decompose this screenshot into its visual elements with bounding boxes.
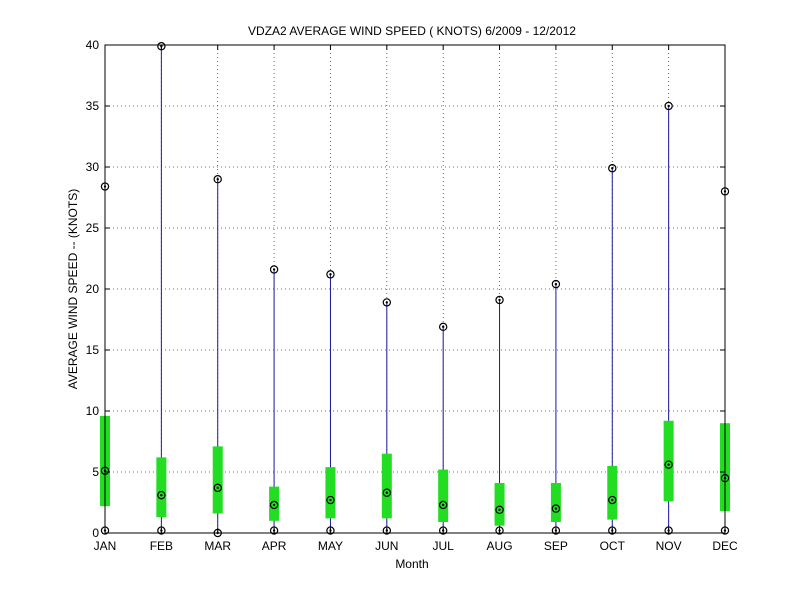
max-marker-dot — [385, 301, 389, 304]
box-aug — [494, 295, 505, 535]
x-tick-label: APR — [262, 539, 287, 553]
min-marker — [438, 526, 448, 535]
box-apr — [269, 265, 280, 535]
iqr-box — [381, 453, 392, 519]
min-marker — [269, 526, 279, 535]
median-marker-dot — [272, 503, 276, 507]
median-marker — [438, 500, 448, 510]
median-marker-dot — [441, 503, 445, 507]
max-marker-dot — [498, 298, 501, 302]
box-may — [325, 270, 336, 535]
y-axis-label: AVERAGE WIND SPEED -- (KNOTS) — [66, 189, 80, 389]
max-marker-dot — [554, 282, 558, 286]
chart-title: VDZA2 AVERAGE WIND SPEED ( KNOTS) 6/2009… — [248, 24, 576, 38]
max-marker-dot — [667, 104, 670, 108]
box-nov — [663, 101, 674, 535]
y-tick-label: 0 — [92, 526, 99, 540]
ticks: 0 5 10 15 20 25 30 35 40 JAN FEB MAR APR MAY JUN JUL AUG… — [86, 38, 738, 553]
median-marker-dot — [329, 498, 332, 502]
x-tick-label: MAR — [204, 539, 231, 553]
x-tick-label: AUG — [487, 539, 513, 553]
iqr-box — [156, 457, 167, 518]
median-marker-dot — [611, 498, 614, 502]
y-tick-label: 15 — [86, 343, 100, 357]
iqr-box — [550, 482, 561, 523]
median-marker-dot — [667, 463, 670, 466]
y-tick-label: 30 — [86, 160, 100, 174]
max-marker — [664, 101, 673, 111]
min-marker — [664, 526, 673, 535]
max-marker-dot — [611, 167, 614, 170]
y-tick-label: 35 — [86, 99, 100, 113]
max-marker — [551, 279, 561, 289]
y-tick-label: 5 — [92, 465, 99, 479]
x-tick-label: DEC — [712, 539, 738, 553]
min-marker — [157, 526, 166, 535]
min-marker — [551, 526, 561, 535]
median-marker — [495, 505, 504, 515]
median-marker-dot — [160, 493, 163, 497]
y-tick-label: 40 — [86, 38, 100, 52]
x-tick-label: FEB — [150, 539, 173, 553]
iqr-box — [438, 469, 449, 523]
median-marker-dot — [498, 508, 501, 512]
median-marker — [157, 490, 166, 500]
iqr-box — [269, 486, 280, 521]
x-tick-label: JUN — [375, 539, 398, 553]
iqr-box — [325, 467, 336, 519]
min-marker — [382, 526, 392, 535]
x-tick-label: SEP — [544, 539, 568, 553]
median-marker — [269, 500, 279, 510]
x-tick-label: JUL — [433, 539, 455, 553]
max-marker-dot — [272, 268, 276, 271]
max-marker-dot — [441, 325, 445, 329]
box-sep — [550, 279, 561, 535]
y-tick-label: 25 — [86, 221, 100, 235]
min-marker — [608, 526, 617, 535]
x-tick-label: OCT — [600, 539, 626, 553]
median-marker — [608, 495, 617, 505]
box-jul — [438, 322, 449, 535]
max-marker — [326, 270, 335, 279]
max-marker — [438, 322, 448, 332]
max-marker — [269, 265, 279, 274]
median-marker — [664, 460, 673, 469]
box-oct — [607, 164, 618, 535]
max-marker-dot — [329, 273, 332, 276]
median-marker-dot — [385, 491, 389, 494]
max-marker-dot — [216, 178, 219, 181]
median-marker — [551, 504, 561, 513]
x-tick-label: MAY — [318, 539, 343, 553]
iqr-box — [494, 482, 505, 526]
median-marker-dot — [554, 507, 558, 510]
median-marker — [382, 488, 392, 497]
x-axis-label: Month — [395, 557, 428, 571]
max-marker — [495, 295, 504, 305]
iqr-box — [212, 446, 223, 514]
min-marker — [326, 526, 335, 535]
x-tick-label: NOV — [656, 539, 682, 553]
median-marker — [213, 483, 222, 493]
max-marker — [608, 164, 617, 173]
iqr-box — [607, 465, 618, 520]
min-marker — [495, 526, 504, 535]
median-marker-dot — [216, 486, 219, 490]
max-marker — [213, 174, 222, 184]
y-tick-label: 20 — [86, 282, 100, 296]
x-tick-label: JAN — [94, 539, 117, 553]
y-tick-label: 10 — [86, 404, 100, 418]
max-marker — [382, 298, 392, 307]
median-marker — [326, 495, 335, 505]
